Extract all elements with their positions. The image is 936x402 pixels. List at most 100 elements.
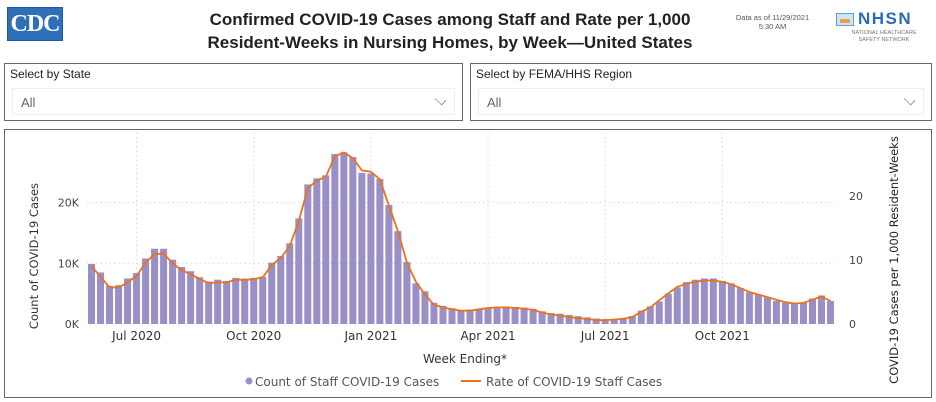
bar[interactable] — [169, 259, 177, 324]
bar[interactable] — [610, 319, 618, 324]
bar[interactable] — [556, 313, 564, 324]
bar[interactable] — [97, 272, 105, 324]
bar[interactable] — [727, 283, 735, 324]
y2-tick-label: 20 — [849, 190, 863, 203]
bar[interactable] — [277, 256, 285, 324]
bar[interactable] — [87, 263, 96, 324]
bar[interactable] — [223, 280, 231, 324]
bar[interactable] — [178, 266, 186, 324]
bar[interactable] — [286, 243, 294, 324]
bar[interactable] — [385, 205, 393, 324]
x-axis-label: Week Ending* — [423, 352, 507, 366]
bar[interactable] — [349, 157, 357, 324]
bar[interactable] — [772, 300, 780, 324]
bar[interactable] — [565, 314, 573, 324]
bar[interactable] — [637, 310, 645, 324]
bar[interactable] — [250, 277, 258, 324]
bar[interactable] — [664, 293, 672, 324]
page-title: Confirmed COVID-19 Cases among Staff and… — [170, 8, 730, 54]
bar[interactable] — [187, 271, 195, 324]
bar[interactable] — [502, 306, 510, 324]
region-dropdown-value: All — [487, 95, 502, 110]
bar[interactable] — [574, 316, 582, 324]
bar[interactable] — [304, 184, 312, 324]
chevron-down-icon[interactable] — [903, 93, 916, 106]
bar[interactable] — [484, 307, 492, 324]
bar[interactable] — [313, 178, 321, 324]
bar[interactable] — [358, 172, 366, 324]
bar[interactable] — [691, 279, 699, 324]
bar[interactable] — [268, 262, 276, 324]
bar[interactable] — [655, 301, 663, 324]
bar[interactable] — [682, 282, 690, 324]
bar[interactable] — [466, 309, 474, 324]
bar[interactable] — [367, 173, 375, 324]
bar[interactable] — [799, 302, 807, 324]
bar[interactable] — [745, 292, 753, 324]
bar[interactable] — [709, 278, 717, 324]
bar[interactable] — [295, 218, 303, 324]
bar[interactable] — [232, 277, 240, 324]
bar[interactable] — [538, 311, 546, 324]
bar[interactable] — [205, 281, 213, 324]
bar[interactable] — [133, 273, 141, 324]
bar[interactable] — [736, 288, 744, 324]
bar[interactable] — [646, 306, 654, 324]
bar[interactable] — [673, 287, 681, 324]
bar[interactable] — [331, 154, 339, 324]
bar[interactable] — [448, 308, 456, 324]
bar[interactable] — [151, 248, 159, 324]
bar[interactable] — [781, 302, 789, 324]
bar[interactable] — [601, 319, 609, 324]
bar[interactable] — [115, 285, 123, 324]
left-axis-ticks: 0K 10K 20K — [58, 197, 80, 331]
monitor-chart-icon — [836, 12, 854, 26]
bar[interactable] — [196, 277, 204, 324]
bar[interactable] — [628, 316, 636, 324]
bar[interactable] — [529, 308, 537, 324]
bar[interactable] — [583, 317, 591, 324]
bar[interactable] — [592, 318, 600, 324]
region-slicer-label: Select by FEMA/HHS Region — [476, 67, 633, 81]
bar[interactable] — [340, 152, 348, 324]
combo-chart: 0K 10K 20K 0 10 20 Jul 2020 Oct 2020 Jan 2021 A… — [27, 128, 901, 389]
bar[interactable] — [241, 278, 249, 324]
nhsn-subtitle-2: SAFETY NETWORK — [858, 37, 910, 43]
bar[interactable] — [808, 298, 816, 324]
bar[interactable] — [259, 276, 267, 324]
bar[interactable] — [322, 175, 330, 324]
bar[interactable] — [376, 178, 384, 324]
bar[interactable] — [124, 278, 132, 324]
bar[interactable] — [430, 302, 438, 324]
bar[interactable] — [493, 307, 501, 324]
bar[interactable] — [214, 279, 222, 324]
bar[interactable] — [790, 303, 798, 324]
bar[interactable] — [160, 248, 168, 324]
bar[interactable] — [439, 305, 447, 324]
bar[interactable] — [457, 310, 465, 324]
bar[interactable] — [754, 294, 762, 324]
bar[interactable] — [412, 283, 420, 324]
title-line-2: Resident-Weeks in Nursing Homes, by Week… — [207, 33, 693, 52]
x-tick-label: Apr 2021 — [460, 329, 515, 343]
bar[interactable] — [511, 307, 519, 324]
bar[interactable] — [700, 278, 708, 324]
bar[interactable] — [826, 300, 835, 324]
bar[interactable] — [619, 317, 627, 324]
bar[interactable] — [763, 297, 771, 324]
bar[interactable] — [421, 291, 429, 324]
region-dropdown[interactable]: All — [478, 88, 924, 115]
bar[interactable] — [520, 307, 528, 324]
bar[interactable] — [394, 231, 402, 324]
state-dropdown[interactable]: All — [12, 88, 455, 115]
chevron-down-icon[interactable] — [434, 93, 447, 106]
data-as-of: Data as of 11/29/2021 5:30 AM — [720, 13, 825, 31]
bar[interactable] — [475, 308, 483, 324]
bar[interactable] — [718, 280, 726, 324]
bar[interactable] — [106, 285, 114, 324]
bar[interactable] — [547, 313, 555, 324]
bar[interactable] — [142, 258, 150, 324]
bar[interactable] — [817, 295, 825, 324]
data-as-of-date: Data as of 11/29/2021 — [735, 13, 810, 22]
bar[interactable] — [403, 262, 411, 324]
